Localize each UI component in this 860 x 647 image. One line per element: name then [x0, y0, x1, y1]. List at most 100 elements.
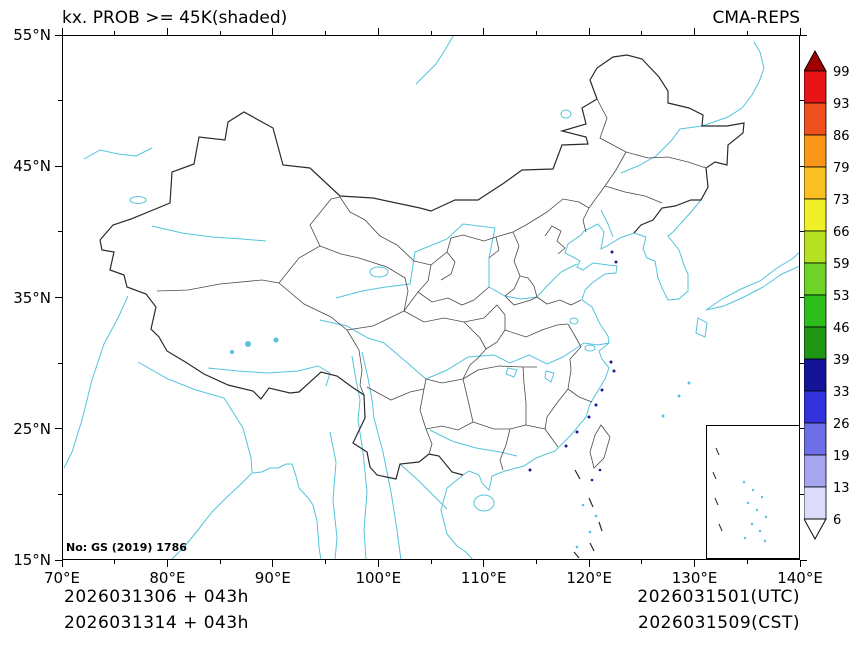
x-axis-minor-tick — [430, 31, 432, 35]
x-axis-minor-tick — [430, 560, 432, 564]
pearl-river — [429, 429, 518, 457]
national-boundary — [99, 54, 745, 480]
lake-issyk-kul — [129, 196, 147, 204]
colorbar-label: 93 — [833, 97, 850, 112]
colorbar-label: 66 — [833, 225, 850, 240]
y-axis-minor-tick — [800, 231, 804, 233]
colorbar-label: 13 — [833, 481, 850, 496]
x-axis-minor-tick — [219, 560, 221, 564]
colorbar-cell — [804, 134, 827, 168]
y-axis-minor-tick — [800, 362, 804, 364]
colorbar-label: 59 — [833, 257, 850, 272]
tarim-river — [151, 225, 267, 242]
y-axis-minor-tick — [800, 493, 804, 495]
y-axis-minor-tick — [58, 231, 62, 233]
colorbar-cell — [804, 358, 827, 392]
y-axis-minor-tick — [58, 100, 62, 102]
lake-baikal — [415, 35, 455, 85]
y-tick-label: 45°N — [13, 157, 51, 176]
y-tick-label: 25°N — [13, 419, 51, 438]
x-tick-label: 130°E — [671, 569, 718, 587]
japan-kyushu-coast — [695, 317, 708, 338]
colorbar-label: 79 — [833, 161, 850, 176]
model-name: CMA-REPS — [712, 8, 800, 28]
x-axis-tick — [272, 28, 274, 35]
colorbar-label: 53 — [833, 289, 850, 304]
india-coastline — [170, 463, 322, 560]
colorbar-cell — [804, 454, 827, 488]
lake-balkhash — [83, 147, 153, 160]
taiwan-outline — [589, 424, 611, 469]
x-axis-minor-tick — [746, 560, 748, 564]
x-tick-label: 90°E — [254, 569, 291, 587]
south-china-sea-islands — [575, 503, 598, 549]
x-axis-tick — [694, 560, 696, 567]
yellow-river — [335, 223, 578, 300]
x-tick-label: 100°E — [355, 569, 402, 587]
y-axis-minor-tick — [800, 100, 804, 102]
inset-box — [706, 425, 800, 559]
mekong-river-china — [361, 351, 375, 419]
y-axis-tick — [55, 165, 62, 167]
ryukyu-islands — [661, 381, 691, 418]
x-tick-label: 80°E — [149, 569, 186, 587]
x-axis-minor-tick — [535, 31, 537, 35]
south-land-border — [99, 239, 464, 480]
y-axis-tick — [55, 34, 62, 36]
colorbar-label: 33 — [833, 385, 850, 400]
y-tick-label: 35°N — [13, 288, 51, 307]
indus-river — [63, 295, 129, 469]
y-axis-tick — [800, 34, 807, 36]
y-axis-tick — [800, 297, 807, 298]
y-tick-label: 15°N — [13, 551, 51, 569]
x-tick-label: 120°E — [566, 569, 612, 587]
x-axis-tick — [483, 560, 485, 567]
x-tick-label: 110°E — [460, 569, 507, 587]
map-annotation: No: GS (2019) 1786 — [66, 541, 187, 554]
colorbar-label: 39 — [833, 353, 850, 368]
liao-river — [600, 209, 614, 238]
x-axis-minor-tick — [535, 560, 537, 564]
tibet-lakes — [230, 337, 279, 354]
colorbar-cell — [804, 486, 827, 520]
china-coastline — [462, 223, 635, 492]
x-tick-label: 70°E — [43, 569, 81, 587]
hongze-lake — [569, 317, 579, 325]
colorbar-cell — [804, 262, 827, 296]
x-axis-tick — [694, 28, 696, 35]
footer-valid-utc: 2026031501(UTC) — [637, 587, 800, 607]
y-axis-tick — [800, 428, 807, 430]
colorbar-label: 99 — [833, 65, 850, 80]
footer-init-cst: 2026031314 + 043h — [64, 613, 249, 633]
colorbar: 99 93 86 79 73 66 59 53 46 39 33 26 19 13 6 — [804, 50, 850, 541]
x-axis-minor-tick — [641, 560, 643, 564]
poyang-lake — [544, 370, 555, 383]
songhua-river — [620, 125, 703, 174]
x-axis-tick — [799, 28, 801, 35]
colorbar-label: 86 — [833, 129, 850, 144]
colorbar-label: 26 — [833, 417, 850, 432]
x-axis-tick — [272, 560, 274, 567]
irrawaddy-river — [329, 431, 338, 560]
vietnam-coastline — [440, 474, 474, 560]
colorbar-cell — [804, 198, 827, 232]
x-axis-tick — [588, 28, 590, 35]
inset-dash-line — [712, 447, 723, 532]
y-axis-tick — [800, 559, 807, 561]
y-axis-tick — [55, 297, 62, 298]
y-axis-minor-tick — [58, 493, 62, 495]
colorbar-cell — [804, 326, 827, 360]
y-tick-label: 55°N — [13, 26, 51, 44]
salween-river-lower — [357, 419, 368, 560]
colorbar-label: 19 — [833, 449, 850, 464]
hainan-island — [473, 494, 495, 512]
colorbar-cell — [804, 294, 827, 328]
colorbar-label: 6 — [833, 513, 841, 528]
colorbar-cell — [804, 390, 827, 424]
x-axis-minor-tick — [641, 31, 643, 35]
plot-title: kx. PROB >= 45K(shaded) — [62, 8, 288, 28]
red-river — [399, 463, 448, 510]
japan-honshu-coast — [705, 251, 800, 311]
x-axis-tick — [588, 560, 590, 567]
colorbar-lower-arrow — [804, 518, 827, 541]
